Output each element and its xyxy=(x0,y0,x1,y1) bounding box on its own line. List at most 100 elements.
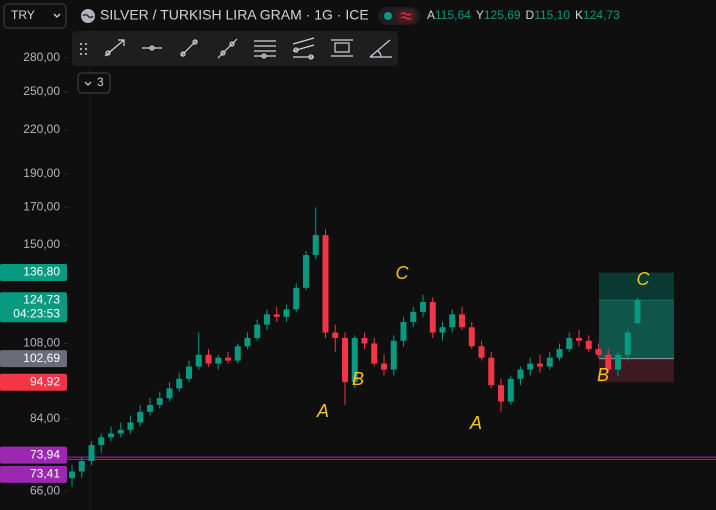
status-warning xyxy=(396,9,416,23)
candle-body xyxy=(88,444,95,461)
collapse-button[interactable] xyxy=(77,72,111,94)
wave-label: C xyxy=(396,263,410,283)
price-tag-label: 136,80 xyxy=(23,265,60,279)
status-dot xyxy=(384,12,392,20)
wave-label: B xyxy=(352,369,364,389)
candle-body xyxy=(527,363,534,370)
wave-label: A xyxy=(316,401,329,421)
candle-body xyxy=(517,369,524,379)
candle-body xyxy=(147,404,153,412)
candle-body xyxy=(127,422,134,430)
candle-body xyxy=(137,411,144,423)
candle-body xyxy=(468,327,475,347)
price-tag-label: 73,94 xyxy=(30,447,60,461)
price-tag xyxy=(0,292,67,323)
symbol-title: SILVER / TURKISH LIRA GRAM · 1G · ICE xyxy=(100,7,369,23)
ohlc-key: K xyxy=(575,8,583,22)
candle-body xyxy=(332,332,339,338)
candle-body xyxy=(439,327,446,333)
currency-text: TRY xyxy=(11,8,35,22)
y-tick-label: 250,00 xyxy=(23,84,60,98)
wave-label: A xyxy=(469,413,482,433)
price-tag xyxy=(0,264,67,282)
plot-area: A B C A B C xyxy=(0,207,716,487)
candle-body xyxy=(117,429,124,434)
ohlc-value: 115,64 xyxy=(435,8,471,22)
candle-body xyxy=(156,398,163,405)
candle-body xyxy=(449,314,456,328)
ohlc-value: 125,69 xyxy=(484,8,521,22)
candle-body xyxy=(186,366,192,379)
tool-parallel-channel[interactable] xyxy=(254,40,276,59)
ohlc-key: D xyxy=(526,8,535,22)
candle-body xyxy=(215,357,222,364)
price-tag-label: 102,69 xyxy=(23,351,60,365)
ohlc-values: A115,64 Y125,69 D115,10 K124,73 xyxy=(427,8,620,22)
candle-body xyxy=(576,337,582,341)
candle-body xyxy=(351,337,358,382)
collapse-count: 3 xyxy=(97,75,104,89)
ohlc-key: A xyxy=(427,8,435,22)
candle-body xyxy=(273,314,280,317)
y-tick-label: 220,00 xyxy=(23,122,60,136)
candle-body xyxy=(244,337,251,347)
candle-body xyxy=(390,340,397,370)
y-tick-label: 108,00 xyxy=(23,336,60,350)
price-tag-label: 94,92 xyxy=(30,374,60,388)
candle-body xyxy=(342,337,348,382)
candle-body xyxy=(420,302,426,312)
price-axis: 66,00 84,00 108,00 150,00 170,00 190,00 220,00… xyxy=(0,50,68,497)
y-tick-label: 84,00 xyxy=(30,411,60,425)
candle-body xyxy=(605,354,612,370)
candle-body xyxy=(634,300,641,323)
ohlc-value: 124,73 xyxy=(583,8,620,22)
candle-body xyxy=(78,460,85,472)
candle-body xyxy=(283,309,290,317)
candle-body xyxy=(566,337,573,350)
price-tag-label: 73,41 xyxy=(30,466,60,480)
candle-body xyxy=(312,235,319,256)
candle-body xyxy=(478,346,485,358)
tool-angle[interactable] xyxy=(369,39,392,58)
candle-body xyxy=(400,322,407,341)
logo-glyph xyxy=(82,13,94,19)
candle-body xyxy=(410,311,417,323)
candle-body xyxy=(537,363,543,367)
y-tick-label: 150,00 xyxy=(23,237,60,251)
ohlc-value: 115,10 xyxy=(534,8,570,22)
chevron xyxy=(53,13,61,18)
candle-body xyxy=(507,378,514,402)
y-tick-label: 190,00 xyxy=(23,166,60,180)
candle-body xyxy=(381,363,387,370)
candle-body xyxy=(488,357,495,386)
tool-trend-line[interactable] xyxy=(180,39,198,57)
candle-body xyxy=(69,471,75,478)
y-tick-label: 280,00 xyxy=(23,50,60,64)
price-tag xyxy=(0,446,67,464)
y-tick-label: 170,00 xyxy=(23,200,60,214)
tool-price-label[interactable] xyxy=(331,39,353,57)
price-tag xyxy=(0,350,67,368)
wave-label: B xyxy=(597,365,609,385)
candle-body xyxy=(176,378,183,389)
drawing-toolbar xyxy=(72,31,398,66)
candle-body xyxy=(166,388,173,399)
candle-body xyxy=(459,314,465,328)
candle-body xyxy=(361,337,368,344)
candle-body xyxy=(254,324,261,338)
warning-glyph xyxy=(400,12,412,20)
price-countdown: 04:23:53 xyxy=(13,306,60,320)
currency-select[interactable] xyxy=(3,3,67,29)
candle-body xyxy=(546,357,553,367)
tool-trend-ray[interactable] xyxy=(104,39,125,57)
chevron xyxy=(84,81,92,86)
tool-extended-line[interactable] xyxy=(217,38,238,59)
tool-regression[interactable] xyxy=(292,37,315,60)
tool-horizontal-ray[interactable] xyxy=(142,45,162,51)
candle-body xyxy=(498,385,504,402)
candle-body xyxy=(615,354,621,370)
candle-body xyxy=(108,433,114,438)
candle-body xyxy=(585,340,592,350)
